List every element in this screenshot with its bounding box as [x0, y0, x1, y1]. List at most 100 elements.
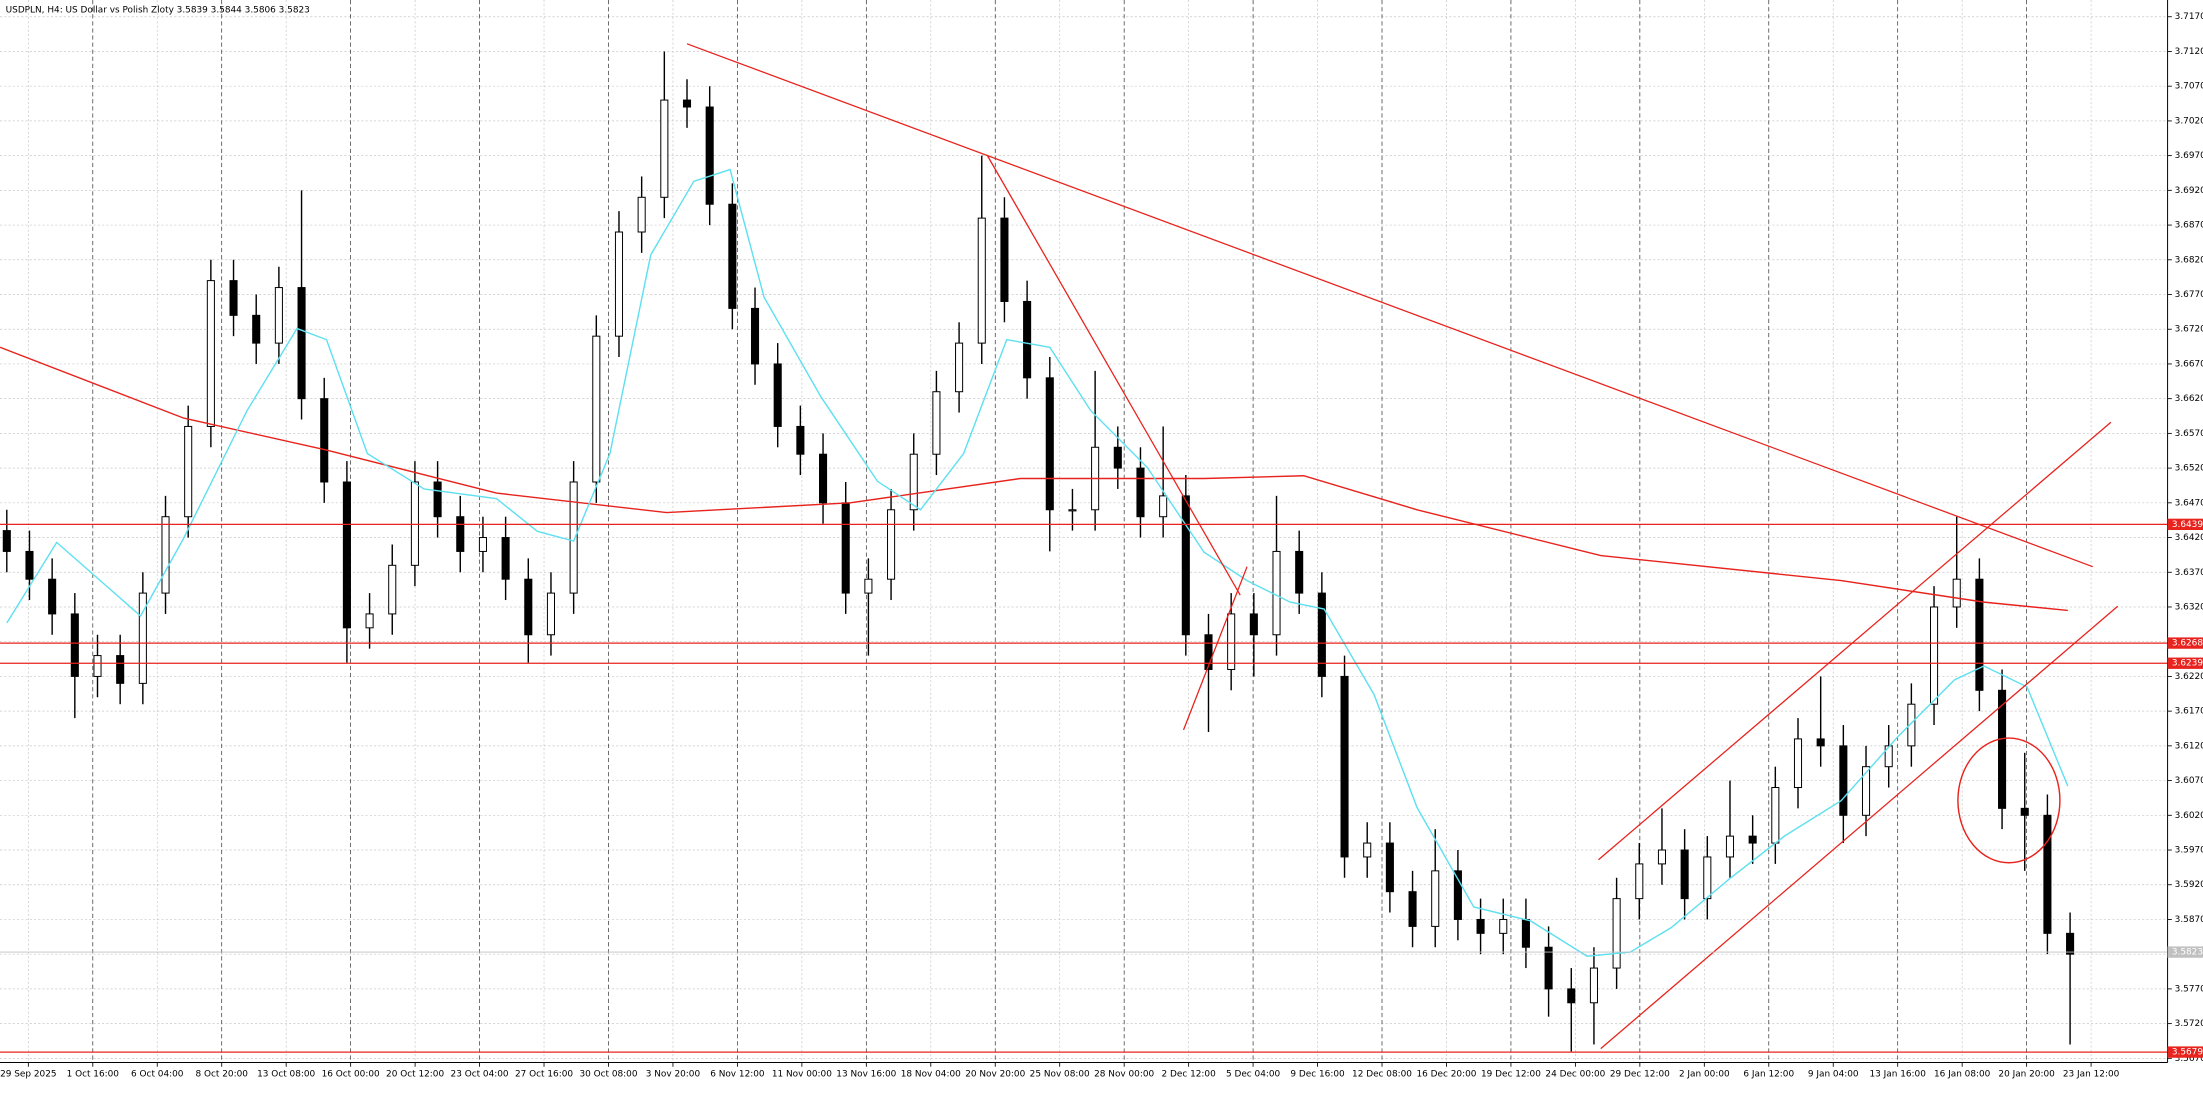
- candle-body: [1884, 745, 1893, 768]
- x-tick-label: 13 Jan 16:00: [1870, 1069, 1927, 1079]
- x-tick-label: 29 Sep 2025: [0, 1069, 56, 1079]
- candle-body: [1725, 835, 1735, 858]
- level-label: 3.6268: [2172, 639, 2203, 649]
- candle-body: [1136, 467, 1145, 518]
- candle-body: [569, 481, 578, 594]
- candle-body: [1023, 300, 1032, 379]
- candle-body: [1930, 606, 1939, 705]
- x-tick-label: 23 Oct 04:00: [451, 1069, 509, 1079]
- x-tick-label: 19 Dec 12:00: [1481, 1069, 1541, 1079]
- candle-body: [1657, 849, 1667, 865]
- candle-body: [705, 106, 714, 205]
- candle-body: [932, 391, 941, 455]
- x-tick-label: 13 Oct 08:00: [257, 1069, 315, 1079]
- level-label-box: [2167, 637, 2203, 649]
- candle-body: [524, 578, 533, 636]
- candle-body: [546, 592, 556, 636]
- y-tick-label: 3.5970: [2175, 846, 2203, 856]
- trendline: [686, 43, 2093, 568]
- candle-body: [1000, 217, 1009, 302]
- bid-label: 3.5823: [2172, 948, 2203, 958]
- candle-body: [365, 613, 374, 629]
- x-tick-label: 6 Oct 04:00: [131, 1069, 184, 1079]
- level-label: 3.5679: [2172, 1048, 2203, 1058]
- moving-average: [0, 346, 2068, 612]
- candle-body: [1499, 918, 1508, 934]
- x-tick-label: 16 Dec 20:00: [1417, 1069, 1477, 1079]
- y-tick-label: 3.7070: [2175, 82, 2203, 92]
- trendline: [1600, 605, 2119, 1050]
- candle-body: [864, 578, 873, 594]
- time-axis: [0, 1062, 2203, 1105]
- candle-body: [93, 655, 102, 677]
- candle-body: [138, 592, 147, 684]
- y-tick-label: 3.6370: [2175, 568, 2203, 578]
- chart-title: USDPLN, H4: US Dollar vs Polish Zloty 3.…: [6, 5, 310, 15]
- x-tick-label: 12 Dec 08:00: [1352, 1069, 1412, 1079]
- candle-body: [1771, 787, 1780, 844]
- x-tick-label: 23 Jan 12:00: [2063, 1069, 2120, 1079]
- candle-body: [909, 453, 918, 511]
- x-tick-label: 30 Oct 08:00: [579, 1069, 637, 1079]
- y-tick-label: 3.5870: [2175, 915, 2203, 925]
- y-tick-label: 3.5720: [2175, 1019, 2203, 1029]
- candle-body: [2066, 932, 2075, 955]
- annotation-circle: [1957, 737, 2061, 864]
- y-tick-label: 3.6070: [2175, 776, 2203, 786]
- candle-body: [1272, 550, 1281, 636]
- candle-body: [274, 287, 283, 344]
- candle-body: [1952, 578, 1961, 608]
- candle-body: [48, 578, 57, 615]
- x-tick-label: 3 Nov 20:00: [646, 1069, 701, 1079]
- candle-body: [1907, 703, 1916, 747]
- candle-body: [1363, 842, 1372, 858]
- candle-body: [682, 99, 692, 108]
- y-tick-label: 3.7120: [2175, 47, 2203, 57]
- candle-body: [1589, 967, 1598, 1004]
- candle-body: [1068, 509, 1077, 512]
- x-tick-label: 2 Jan 00:00: [1679, 1069, 1730, 1079]
- candle-body: [433, 481, 442, 518]
- level-label: 3.6239: [2172, 659, 2203, 669]
- y-tick-label: 3.5670: [2175, 1054, 2203, 1064]
- y-tick-label: 3.6020: [2175, 811, 2203, 821]
- candle-body: [1159, 495, 1168, 518]
- x-tick-label: 20 Nov 20:00: [965, 1069, 1025, 1079]
- candle-body: [1680, 849, 1689, 900]
- candle-body: [388, 564, 397, 615]
- candle-body: [1249, 613, 1258, 636]
- candle-body: [728, 203, 737, 309]
- plot: [0, 43, 2168, 1053]
- candle-body: [1317, 592, 1326, 677]
- x-tick-label: 8 Oct 20:00: [196, 1069, 249, 1079]
- trendline: [1182, 566, 1248, 731]
- y-tick-label: 3.6670: [2175, 359, 2203, 369]
- candle-body: [1295, 550, 1304, 594]
- y-tick-label: 3.7170: [2175, 12, 2203, 22]
- candle-body: [1839, 745, 1848, 816]
- candle-body: [320, 398, 329, 483]
- candle-body: [1861, 766, 1871, 816]
- level-label-box: [2167, 657, 2203, 669]
- y-tick-label: 3.6420: [2175, 533, 2203, 543]
- candle-body: [1816, 738, 1825, 747]
- trendline: [986, 155, 1241, 596]
- candle-body: [819, 453, 828, 504]
- candle-body: [773, 363, 782, 427]
- x-tick-label: 1 Oct 16:00: [67, 1069, 120, 1079]
- x-tick-label: 2 Dec 12:00: [1162, 1069, 1217, 1079]
- y-tick-label: 3.5770: [2175, 984, 2203, 994]
- x-tick-label: 16 Oct 00:00: [322, 1069, 380, 1079]
- x-tick-label: 5 Dec 04:00: [1226, 1069, 1281, 1079]
- x-tick-label: 9 Dec 16:00: [1290, 1069, 1345, 1079]
- x-tick-label: 25 Nov 08:00: [1030, 1069, 1090, 1079]
- candle-body: [1544, 946, 1553, 990]
- y-tick-label: 3.6820: [2175, 255, 2203, 265]
- y-tick-label: 3.6770: [2175, 290, 2203, 300]
- candle-body: [1408, 891, 1417, 927]
- y-tick-label: 3.6920: [2175, 186, 2203, 196]
- x-tick-label: 6 Jan 12:00: [1743, 1069, 1794, 1079]
- y-tick-label: 3.7020: [2175, 116, 2203, 126]
